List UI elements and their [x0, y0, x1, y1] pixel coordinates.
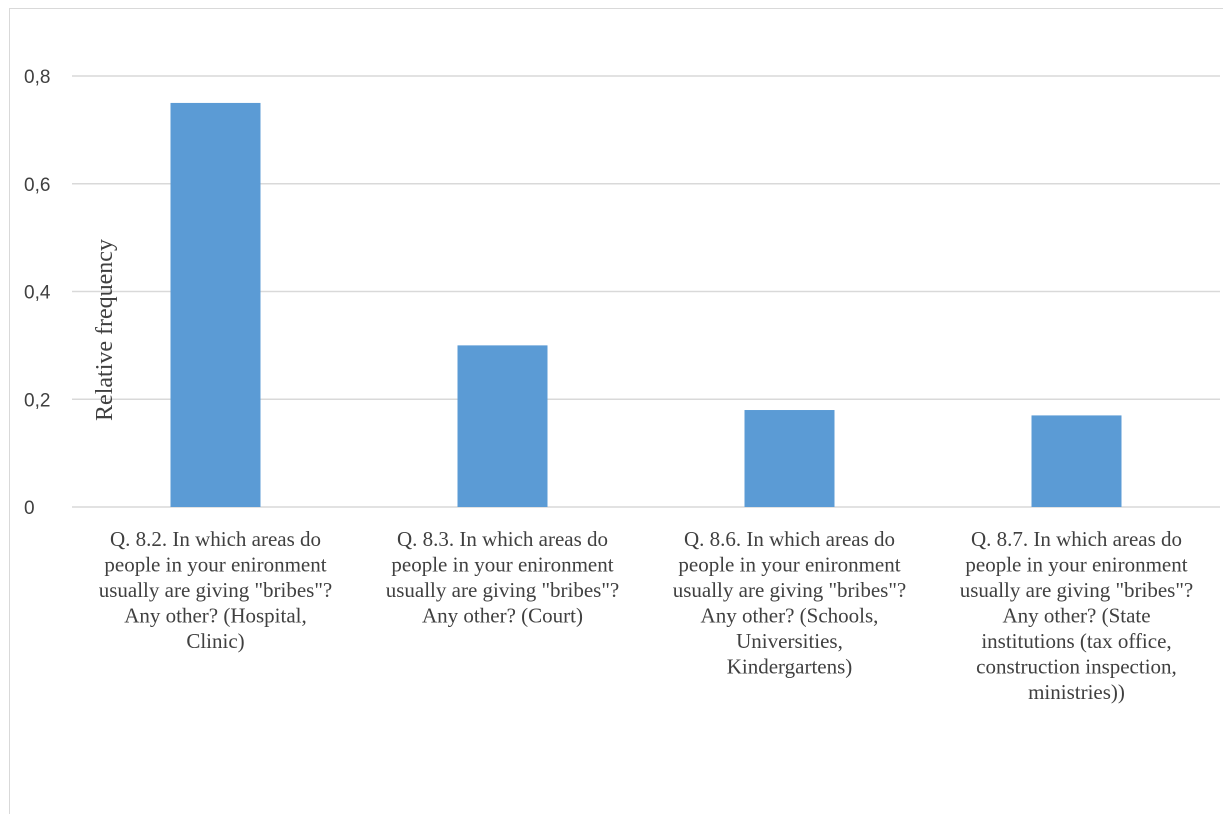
bar	[1031, 415, 1122, 507]
x-category-label: Q. 8.6. In which areas do people in your …	[673, 527, 907, 679]
x-axis-category-labels: Q. 8.2. In which areas do people in your …	[99, 527, 1194, 704]
y-tick-label: 0,2	[24, 390, 50, 411]
x-category-label: Q. 8.7. In which areas do people in your …	[960, 527, 1194, 704]
bars	[170, 102, 1122, 507]
y-tick-label: 0,4	[24, 283, 51, 304]
y-axis-tick-labels: 0 0,2 0,4 0,6 0,8	[24, 67, 51, 519]
gridlines	[72, 75, 1220, 508]
y-tick-label: 0	[24, 498, 35, 519]
frame-border-left	[9, 8, 10, 814]
y-axis-title: Relative frequency	[92, 239, 118, 421]
bar	[170, 102, 261, 507]
y-tick-label: 0,8	[24, 67, 50, 88]
bar	[457, 345, 548, 507]
x-category-label: Q. 8.3. In which areas do people in your …	[386, 527, 620, 628]
bar	[744, 410, 835, 507]
frame-border-top	[9, 8, 1223, 9]
y-tick-label: 0,6	[24, 175, 50, 196]
x-category-label: Q. 8.2. In which areas do people in your …	[99, 527, 333, 653]
